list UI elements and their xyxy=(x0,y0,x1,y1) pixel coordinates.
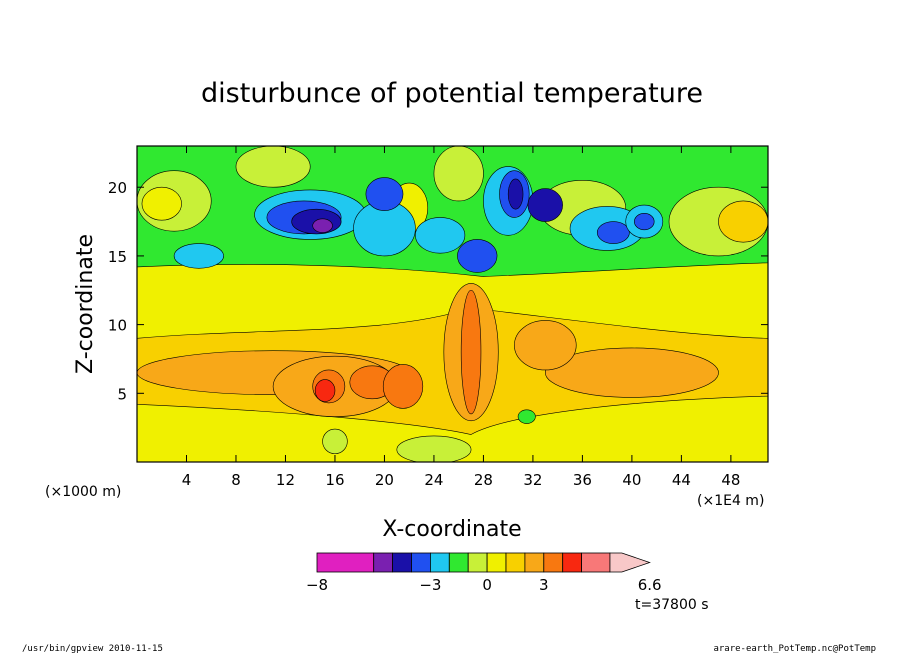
colorbar-segment xyxy=(448,552,469,573)
field-region xyxy=(507,178,524,210)
plot-area xyxy=(137,146,768,462)
footer-right: arare-earth_PotTemp.nc@PotTemp xyxy=(713,644,876,654)
x-axis: 4 8 12 16 20 24 28 32 36 40 44 48 xyxy=(182,146,740,489)
colorbar-label: −3 xyxy=(419,576,441,594)
x-tick-label: 48 xyxy=(721,471,740,489)
field-region xyxy=(514,320,577,371)
x-unit-right: (×1E4 m) xyxy=(697,493,764,509)
footer-left: /usr/bin/gpview 2010-11-15 xyxy=(22,644,163,654)
colorbar-segment xyxy=(411,552,431,573)
field-region xyxy=(322,428,348,455)
field-region xyxy=(365,177,404,211)
colorbar-segment xyxy=(486,552,507,573)
y-tick-label: 20 xyxy=(108,179,127,197)
colorbar-label: 0 xyxy=(482,576,492,594)
colorbar-segment xyxy=(524,552,545,573)
field-region xyxy=(396,435,472,462)
colorbar-segment xyxy=(543,552,564,573)
y-axis-label: Z-coordinate xyxy=(73,234,98,374)
field-region xyxy=(173,243,224,269)
field-region xyxy=(312,218,333,233)
x-axis-label: X-coordinate xyxy=(382,517,521,542)
plot-frame xyxy=(136,145,769,463)
y-axis: 5 10 15 20 xyxy=(108,179,768,403)
colorbar-label: −8 xyxy=(306,576,328,594)
field-region xyxy=(460,289,482,415)
x-tick-label: 8 xyxy=(231,471,241,489)
colorbar-segment xyxy=(429,552,450,573)
field-region xyxy=(457,239,498,273)
colorbar-segment xyxy=(581,552,611,573)
colorbar-segment xyxy=(316,552,375,573)
y-tick-label: 5 xyxy=(117,385,127,403)
field-region xyxy=(527,188,563,222)
x-tick-label: 40 xyxy=(622,471,641,489)
field-region xyxy=(415,217,466,254)
colorbar-segment xyxy=(562,552,583,573)
x-tick-label: 16 xyxy=(325,471,344,489)
colorbar-label: 3 xyxy=(539,576,549,594)
colorbar-segment xyxy=(373,552,394,573)
field-region xyxy=(634,213,655,231)
colorbar-segment xyxy=(392,552,412,573)
field-region xyxy=(517,409,536,424)
x-tick-label: 4 xyxy=(182,471,192,489)
colorbar-segment xyxy=(609,552,651,573)
field-region xyxy=(235,146,311,188)
x-unit-left: (×1000 m) xyxy=(45,484,121,500)
field-region xyxy=(718,200,768,243)
x-tick-label: 32 xyxy=(523,471,542,489)
field-region xyxy=(141,186,182,221)
field-region xyxy=(382,364,424,409)
time-annotation: t=37800 s xyxy=(635,597,709,613)
colorbar-segment xyxy=(467,552,488,573)
y-tick-label: 10 xyxy=(108,317,127,335)
field-region xyxy=(314,379,336,402)
x-tick-label: 12 xyxy=(276,471,295,489)
field-region xyxy=(544,347,719,398)
x-tick-label: 28 xyxy=(474,471,493,489)
x-tick-label: 36 xyxy=(573,471,592,489)
colorbar-segment xyxy=(505,552,526,573)
x-tick-label: 44 xyxy=(672,471,691,489)
colorbar: −8 −3 0 3 6.6 xyxy=(306,552,662,594)
field-region xyxy=(433,146,484,202)
field-region xyxy=(596,221,630,244)
colorbar-label: 6.6 xyxy=(638,576,662,594)
chart-title: disturbunce of potential temperature xyxy=(201,78,703,109)
x-tick-label: 20 xyxy=(375,471,394,489)
x-tick-label: 24 xyxy=(424,471,443,489)
y-tick-label: 15 xyxy=(108,248,127,266)
